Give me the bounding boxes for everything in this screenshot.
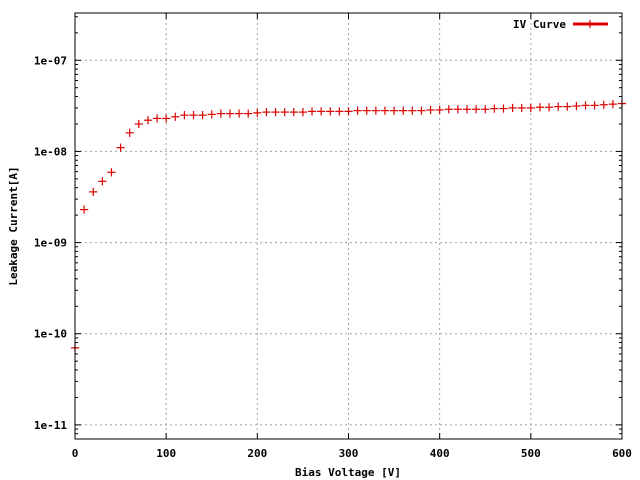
data-point: [107, 168, 116, 177]
data-point: [608, 100, 617, 109]
y-tick-label: 1e-07: [34, 54, 67, 67]
y-axis-label: Leakage Current[A]: [7, 166, 20, 285]
data-point: [216, 109, 225, 118]
data-points: [70, 99, 627, 352]
data-point: [162, 114, 171, 123]
data-point: [399, 106, 408, 115]
data-point: [307, 107, 317, 116]
data-point: [317, 107, 326, 116]
data-point: [453, 105, 462, 114]
data-point: [353, 106, 362, 115]
data-point: [134, 119, 143, 129]
data-point: [508, 103, 517, 113]
axis-tick-labels: 0 100 200 300 400 500 600 1e-11 1e-10 1e-09 1e-08 1…: [34, 54, 632, 460]
data-point: [499, 104, 508, 113]
data-point: [599, 100, 608, 109]
data-point: [116, 143, 125, 152]
data-point: [253, 108, 262, 117]
grid-lines: [75, 13, 622, 439]
data-point: [143, 116, 153, 125]
data-point: [298, 107, 308, 117]
data-point: [326, 107, 335, 116]
data-point: [371, 106, 380, 115]
data-point: [581, 101, 590, 110]
data-point: [125, 128, 134, 137]
data-point: [289, 107, 298, 117]
data-point: [526, 103, 535, 113]
data-point: [271, 107, 280, 117]
data-point: [207, 110, 216, 119]
data-point: [225, 109, 235, 118]
data-point: [517, 103, 526, 113]
x-tick-label: 200: [247, 447, 267, 460]
data-point: [535, 103, 545, 112]
x-tick-label: 500: [521, 447, 541, 460]
data-point: [481, 105, 490, 114]
data-point: [335, 107, 344, 116]
data-point: [80, 205, 89, 214]
data-point: [572, 101, 581, 111]
data-point: [462, 105, 472, 114]
y-tick-label: 1e-11: [34, 419, 67, 432]
data-point: [417, 106, 426, 115]
data-point: [262, 107, 271, 117]
data-point: [362, 106, 371, 115]
y-tick-label: 1e-09: [34, 237, 67, 250]
x-tick-label: 0: [72, 447, 79, 460]
y-tick-label: 1e-10: [34, 328, 67, 341]
data-point: [408, 106, 417, 115]
data-point: [472, 105, 481, 114]
legend-marker: [585, 19, 595, 29]
plot-frame: [74, 12, 623, 440]
data-point: [490, 104, 499, 113]
data-point: [171, 112, 180, 121]
data-point: [152, 114, 162, 123]
data-point: [180, 111, 189, 120]
data-point: [563, 102, 572, 111]
data-point: [444, 105, 453, 114]
data-point: [198, 111, 207, 120]
data-point: [189, 111, 198, 120]
data-point: [554, 102, 563, 111]
data-point: [426, 105, 435, 115]
data-point: [89, 187, 98, 196]
x-tick-label: 300: [339, 447, 359, 460]
data-point: [544, 103, 554, 112]
x-tick-label: 100: [156, 447, 176, 460]
x-axis-label: Bias Voltage [V]: [295, 466, 401, 479]
legend: IV Curve: [513, 18, 608, 31]
y-tick-label: 1e-08: [34, 145, 67, 158]
data-point: [380, 106, 390, 115]
x-tick-label: 400: [430, 447, 450, 460]
data-point: [590, 101, 599, 110]
legend-label: IV Curve: [513, 18, 566, 31]
data-point: [344, 107, 353, 116]
x-tick-label: 600: [612, 447, 632, 460]
data-point: [435, 105, 444, 115]
data-point: [98, 177, 107, 186]
data-point: [244, 109, 253, 118]
data-point: [280, 107, 289, 117]
data-point: [389, 106, 399, 115]
data-point: [235, 109, 244, 118]
